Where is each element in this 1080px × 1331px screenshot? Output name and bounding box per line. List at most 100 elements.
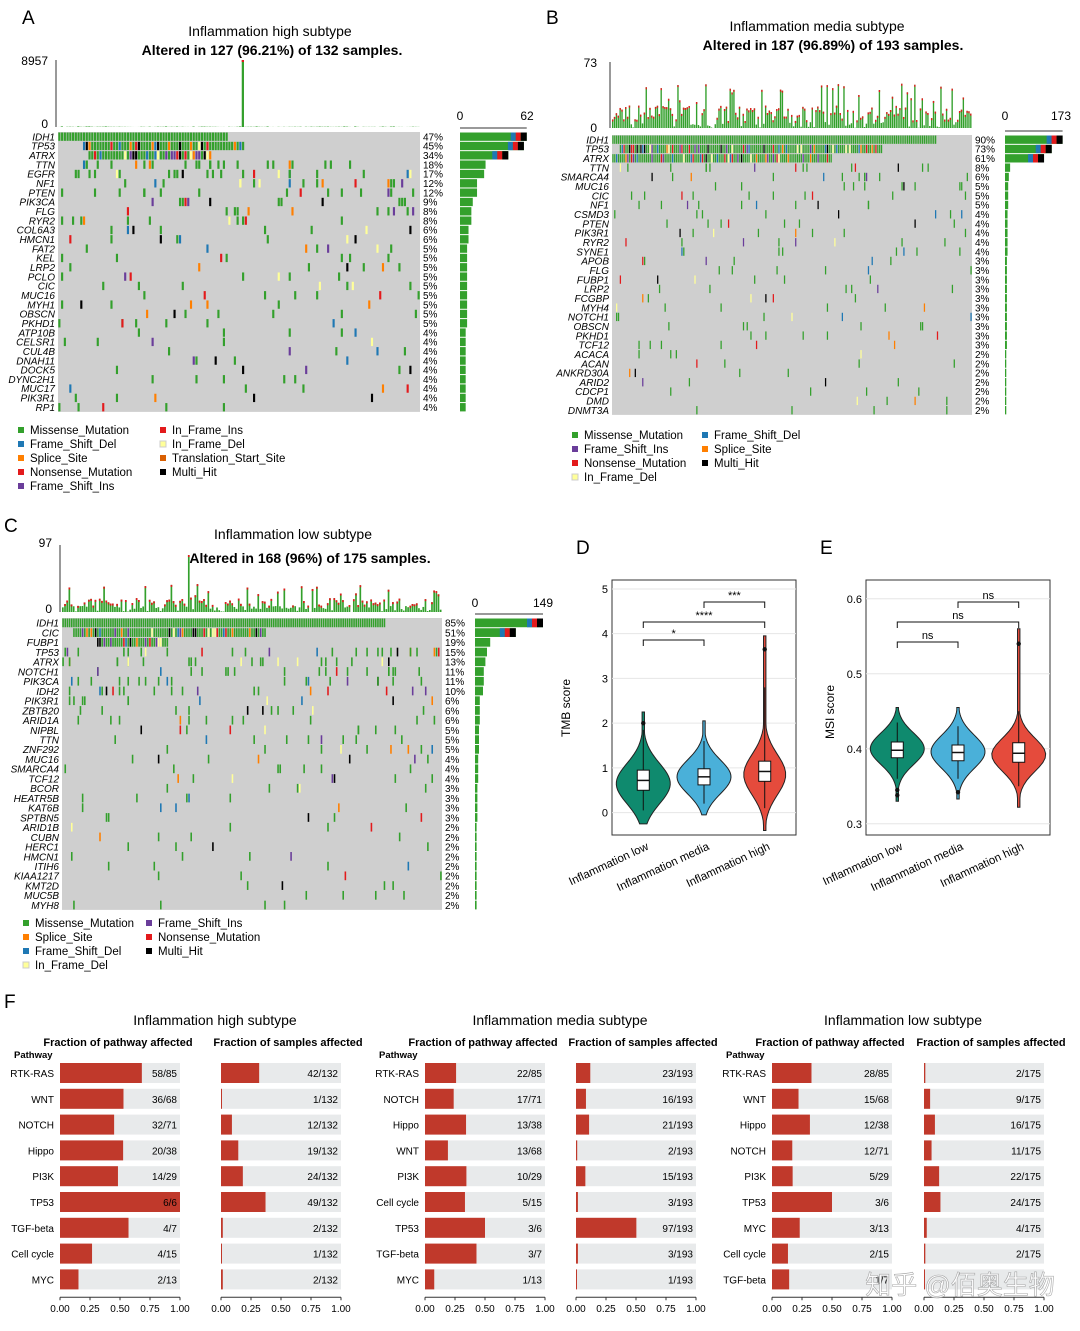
mutation-cell <box>407 744 410 754</box>
mutation-cell <box>770 154 773 163</box>
tmb-bar <box>166 600 168 612</box>
tmb-bar-top <box>684 107 687 110</box>
tmb-bar <box>815 110 817 128</box>
tmb-bar <box>422 606 425 612</box>
gene-pct: 3% <box>445 784 460 795</box>
mutation-cell <box>813 135 816 144</box>
tmb-bar <box>285 607 288 612</box>
gene-frequency-bar-seg <box>1046 135 1052 144</box>
tmb-bar <box>826 85 828 128</box>
gene-pct: 3% <box>975 341 990 352</box>
mutation-cell <box>331 618 334 628</box>
significance-label: ns <box>952 610 964 622</box>
tmb-bar-top <box>930 118 933 121</box>
mutation-cell <box>854 144 857 154</box>
mutation-cell <box>146 628 149 637</box>
gene-label: NF1 <box>36 179 55 190</box>
gene-label: ATP10B <box>18 328 56 339</box>
tmb-bar <box>237 598 240 612</box>
mutation-cell <box>110 151 113 160</box>
mutation-cell <box>198 141 201 151</box>
pathway-bar-label: 6/6 <box>163 1198 177 1209</box>
mutation-cell <box>266 696 268 706</box>
tmb-bar <box>832 88 834 128</box>
mutation-cell <box>791 135 793 144</box>
sample-bar-bg <box>924 1166 1044 1187</box>
mutation-cell <box>720 340 722 350</box>
mutation-cell <box>177 618 179 628</box>
pathway-name: TGF-beta <box>723 1275 766 1286</box>
gene-label: ZNF292 <box>22 745 60 756</box>
mutation-cell <box>140 725 143 735</box>
pathway-bar-label: 4/15 <box>158 1250 178 1261</box>
x-tick-label: 1.00 <box>686 1304 706 1315</box>
mutation-cell <box>198 263 201 272</box>
mutation-cell <box>403 197 406 207</box>
mutation-cell <box>348 253 352 263</box>
mutation-cell <box>713 154 715 163</box>
pathway-name: TGF-beta <box>11 1224 54 1235</box>
tmb-bar <box>381 611 383 612</box>
mutation-cell <box>381 263 385 272</box>
tmb-bar <box>929 125 931 128</box>
tmb-bar <box>764 105 767 128</box>
tmb-bar <box>716 117 718 128</box>
tmb-bar-top <box>263 601 266 604</box>
oncoplot-b-bar-min: 0 <box>1002 109 1009 123</box>
mutation-cell <box>233 618 236 628</box>
tmb-bar <box>830 113 832 128</box>
mutation-cell <box>621 135 623 144</box>
gene-frequency-bar <box>475 686 483 696</box>
x-tick-label: 0.75 <box>1004 1304 1024 1315</box>
gene-frequency-bar-seg <box>1028 154 1034 163</box>
mutation-cell <box>750 294 752 303</box>
mutation-cell <box>647 154 650 163</box>
tmb-bar <box>85 606 88 612</box>
tmb-bar-top <box>116 603 118 606</box>
mutation-cell <box>817 144 819 154</box>
tmb-bar <box>355 593 357 612</box>
mutation-cell <box>640 154 642 163</box>
gene-pct: 5% <box>445 745 460 756</box>
mutation-cell <box>303 764 305 774</box>
tmb-bar-top <box>779 89 782 92</box>
tmb-bar <box>673 126 675 128</box>
mutation-cell <box>173 618 175 628</box>
mutation-cell <box>757 228 760 238</box>
mutation-cell <box>677 144 679 154</box>
pathway-bar-label: 4/7 <box>163 1224 177 1235</box>
mutation-cell <box>153 686 156 696</box>
tmb-bar <box>263 601 266 612</box>
mutation-cell <box>679 144 681 154</box>
mutation-cell <box>893 135 896 144</box>
tmb-bar <box>407 607 409 612</box>
mutation-cell <box>826 135 829 144</box>
mutation-cell <box>129 141 132 151</box>
tmb-bar <box>296 610 299 612</box>
mutation-cell <box>959 182 961 191</box>
gene-label: OBSCN <box>573 322 609 333</box>
pathway-bar <box>60 1269 79 1290</box>
mutation-cell <box>811 135 814 144</box>
mutation-cell <box>677 135 679 144</box>
gene-frequency-bar <box>475 735 479 744</box>
tmb-bar <box>770 112 772 128</box>
mutation-cell <box>864 144 866 154</box>
mutation-cell <box>754 144 756 154</box>
tmb-bar <box>433 590 435 612</box>
mutation-cell <box>819 135 821 144</box>
mutation-cell <box>668 322 670 331</box>
mutation-cell <box>694 275 696 284</box>
oncoplot-c-bar-max: 149 <box>533 596 553 610</box>
tmb-bar <box>871 107 873 128</box>
mutation-cell <box>346 676 349 686</box>
gene-frequency-bar <box>460 309 468 319</box>
mutation-cell <box>79 618 82 628</box>
mutation-cell <box>187 141 190 151</box>
sample-bar-label: 22/175 <box>1010 1172 1041 1183</box>
mutation-cell <box>688 378 691 387</box>
tmb-bar <box>385 609 388 612</box>
tmb-bar-top <box>837 84 840 87</box>
tmb-bar <box>742 113 744 128</box>
mutation-cell <box>187 151 190 160</box>
